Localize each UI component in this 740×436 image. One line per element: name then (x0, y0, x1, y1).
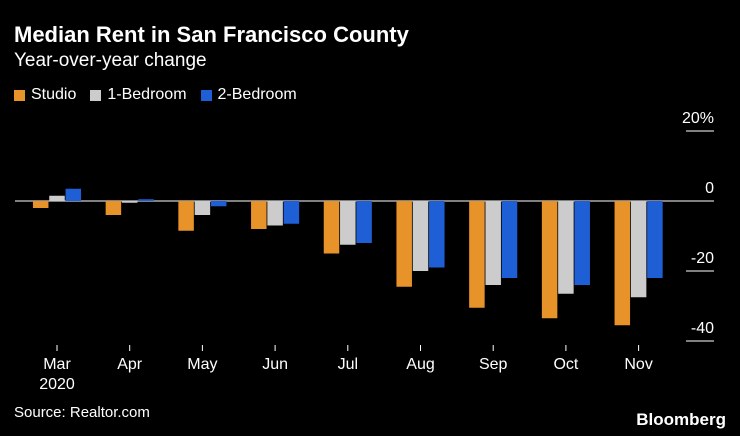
bar-2-bedroom-mar (65, 188, 82, 201)
bar-2-bedroom-jul (356, 201, 372, 243)
bar-1-bedroom-may (194, 201, 211, 215)
chart-subtitle: Year-over-year change (14, 50, 207, 71)
bar-2-bedroom-may (210, 201, 227, 207)
bar-2-bedroom-nov (647, 201, 663, 278)
x-tick-label-may: May (187, 356, 217, 373)
y-tick-label-0: 20% (682, 110, 714, 127)
legend-item-1-bedroom: 1-Bedroom (90, 86, 187, 104)
bar-studio-mar (32, 201, 49, 208)
bar-studio-jun (251, 201, 267, 229)
x-tick-label-jun: Jun (262, 356, 288, 373)
bar-1-bedroom-nov (630, 201, 647, 298)
bar-studio-apr (105, 201, 122, 215)
bar-1-bedroom-mar (49, 195, 65, 201)
x-tick-label-jul: Jul (338, 356, 358, 373)
chart-title: Median Rent in San Francisco County (14, 22, 409, 47)
bar-1-bedroom-apr (121, 201, 138, 203)
bar-2-bedroom-jun (283, 201, 300, 224)
bar-1-bedroom-jun (267, 201, 283, 226)
bar-studio-nov (614, 201, 631, 326)
x-tick-sublabel-mar: 2020 (39, 376, 75, 393)
legend-label-studio: Studio (31, 86, 77, 103)
legend-swatch-2-bedroom (200, 89, 212, 101)
legend-label-2-bedroom: 2-Bedroom (217, 86, 297, 103)
bar-2-bedroom-apr (138, 199, 154, 201)
legend-item-2-bedroom: 2-Bedroom (200, 86, 297, 104)
bar-2-bedroom-aug (429, 201, 445, 268)
legend-swatch-studio (14, 89, 25, 101)
bar-studio-oct (541, 201, 558, 319)
bar-1-bedroom-jul (340, 201, 356, 245)
x-tick-label-sep: Sep (479, 356, 508, 373)
x-tick-label-apr: Apr (117, 356, 143, 373)
bar-studio-aug (396, 201, 412, 287)
y-tick-label-1: 0 (705, 180, 714, 197)
legend-swatch-1-bedroom (90, 89, 102, 101)
legend: Studio 1-Bedroom 2-Bedroom (14, 86, 311, 104)
bar-studio-may (178, 201, 194, 231)
bar-studio-sep (469, 201, 485, 308)
y-tick-label-2: -20 (691, 250, 714, 267)
bloomberg-logo: Bloomberg (636, 410, 726, 429)
bar-1-bedroom-oct (558, 201, 574, 294)
legend-item-studio: Studio (14, 86, 76, 104)
x-tick-label-oct: Oct (553, 356, 578, 373)
source-note: Source: Realtor.com (14, 404, 150, 421)
y-tick-label-3: -40 (691, 320, 714, 337)
x-tick-label-nov: Nov (624, 356, 652, 373)
legend-label-1-bedroom: 1-Bedroom (107, 86, 187, 103)
bar-1-bedroom-aug (412, 201, 429, 271)
x-tick-label-mar: Mar (43, 356, 71, 373)
bar-2-bedroom-sep (501, 201, 518, 278)
x-tick-label-aug: Aug (406, 356, 434, 373)
bar-1-bedroom-sep (485, 201, 501, 285)
bar-studio-jul (323, 201, 340, 254)
bar-2-bedroom-oct (574, 201, 590, 285)
